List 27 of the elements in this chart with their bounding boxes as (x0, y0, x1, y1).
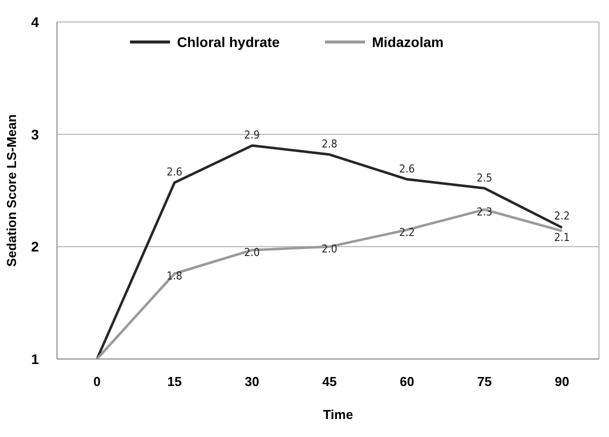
data-label: 2.2 (399, 226, 415, 239)
data-label: 1.8 (166, 270, 182, 283)
data-label: 2.1 (554, 230, 570, 244)
data-label: 2.0 (244, 246, 260, 260)
y-tick-label: 1 (31, 351, 40, 367)
x-tick-label: 30 (244, 374, 260, 389)
data-label: 2.5 (476, 171, 492, 184)
data-label: 2.2 (554, 210, 570, 223)
legend-label: Chloral hydrate (177, 34, 280, 50)
x-axis-title: Time (322, 407, 354, 422)
data-label: 2.0 (322, 242, 338, 256)
x-tick-label: 90 (554, 374, 570, 389)
data-label: 2.9 (244, 128, 260, 142)
x-tick-label: 75 (477, 374, 492, 389)
y-tick-label: 2 (31, 238, 40, 255)
legend-label: Midazolam (372, 34, 444, 50)
y-tick-label: 4 (31, 14, 40, 30)
x-tick-label: 15 (167, 374, 182, 389)
data-label: 2.3 (476, 206, 492, 219)
y-axis-title: Sedation Score LS-Mean (4, 114, 19, 267)
y-tick-label: 3 (31, 126, 40, 142)
x-tick-label: 45 (322, 374, 337, 389)
data-label: 2.8 (322, 138, 338, 151)
x-tick-label: 0 (93, 374, 101, 389)
data-label: 2.6 (166, 166, 182, 179)
x-tick-label: 60 (400, 374, 414, 389)
data-label: 2.6 (399, 162, 415, 176)
